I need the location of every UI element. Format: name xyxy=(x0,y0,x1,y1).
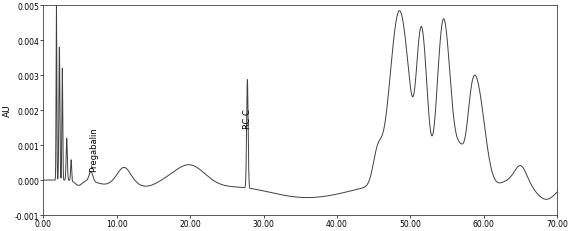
Text: Pregabalin: Pregabalin xyxy=(89,127,98,172)
Text: RC C: RC C xyxy=(243,108,252,128)
Y-axis label: AU: AU xyxy=(3,104,12,117)
